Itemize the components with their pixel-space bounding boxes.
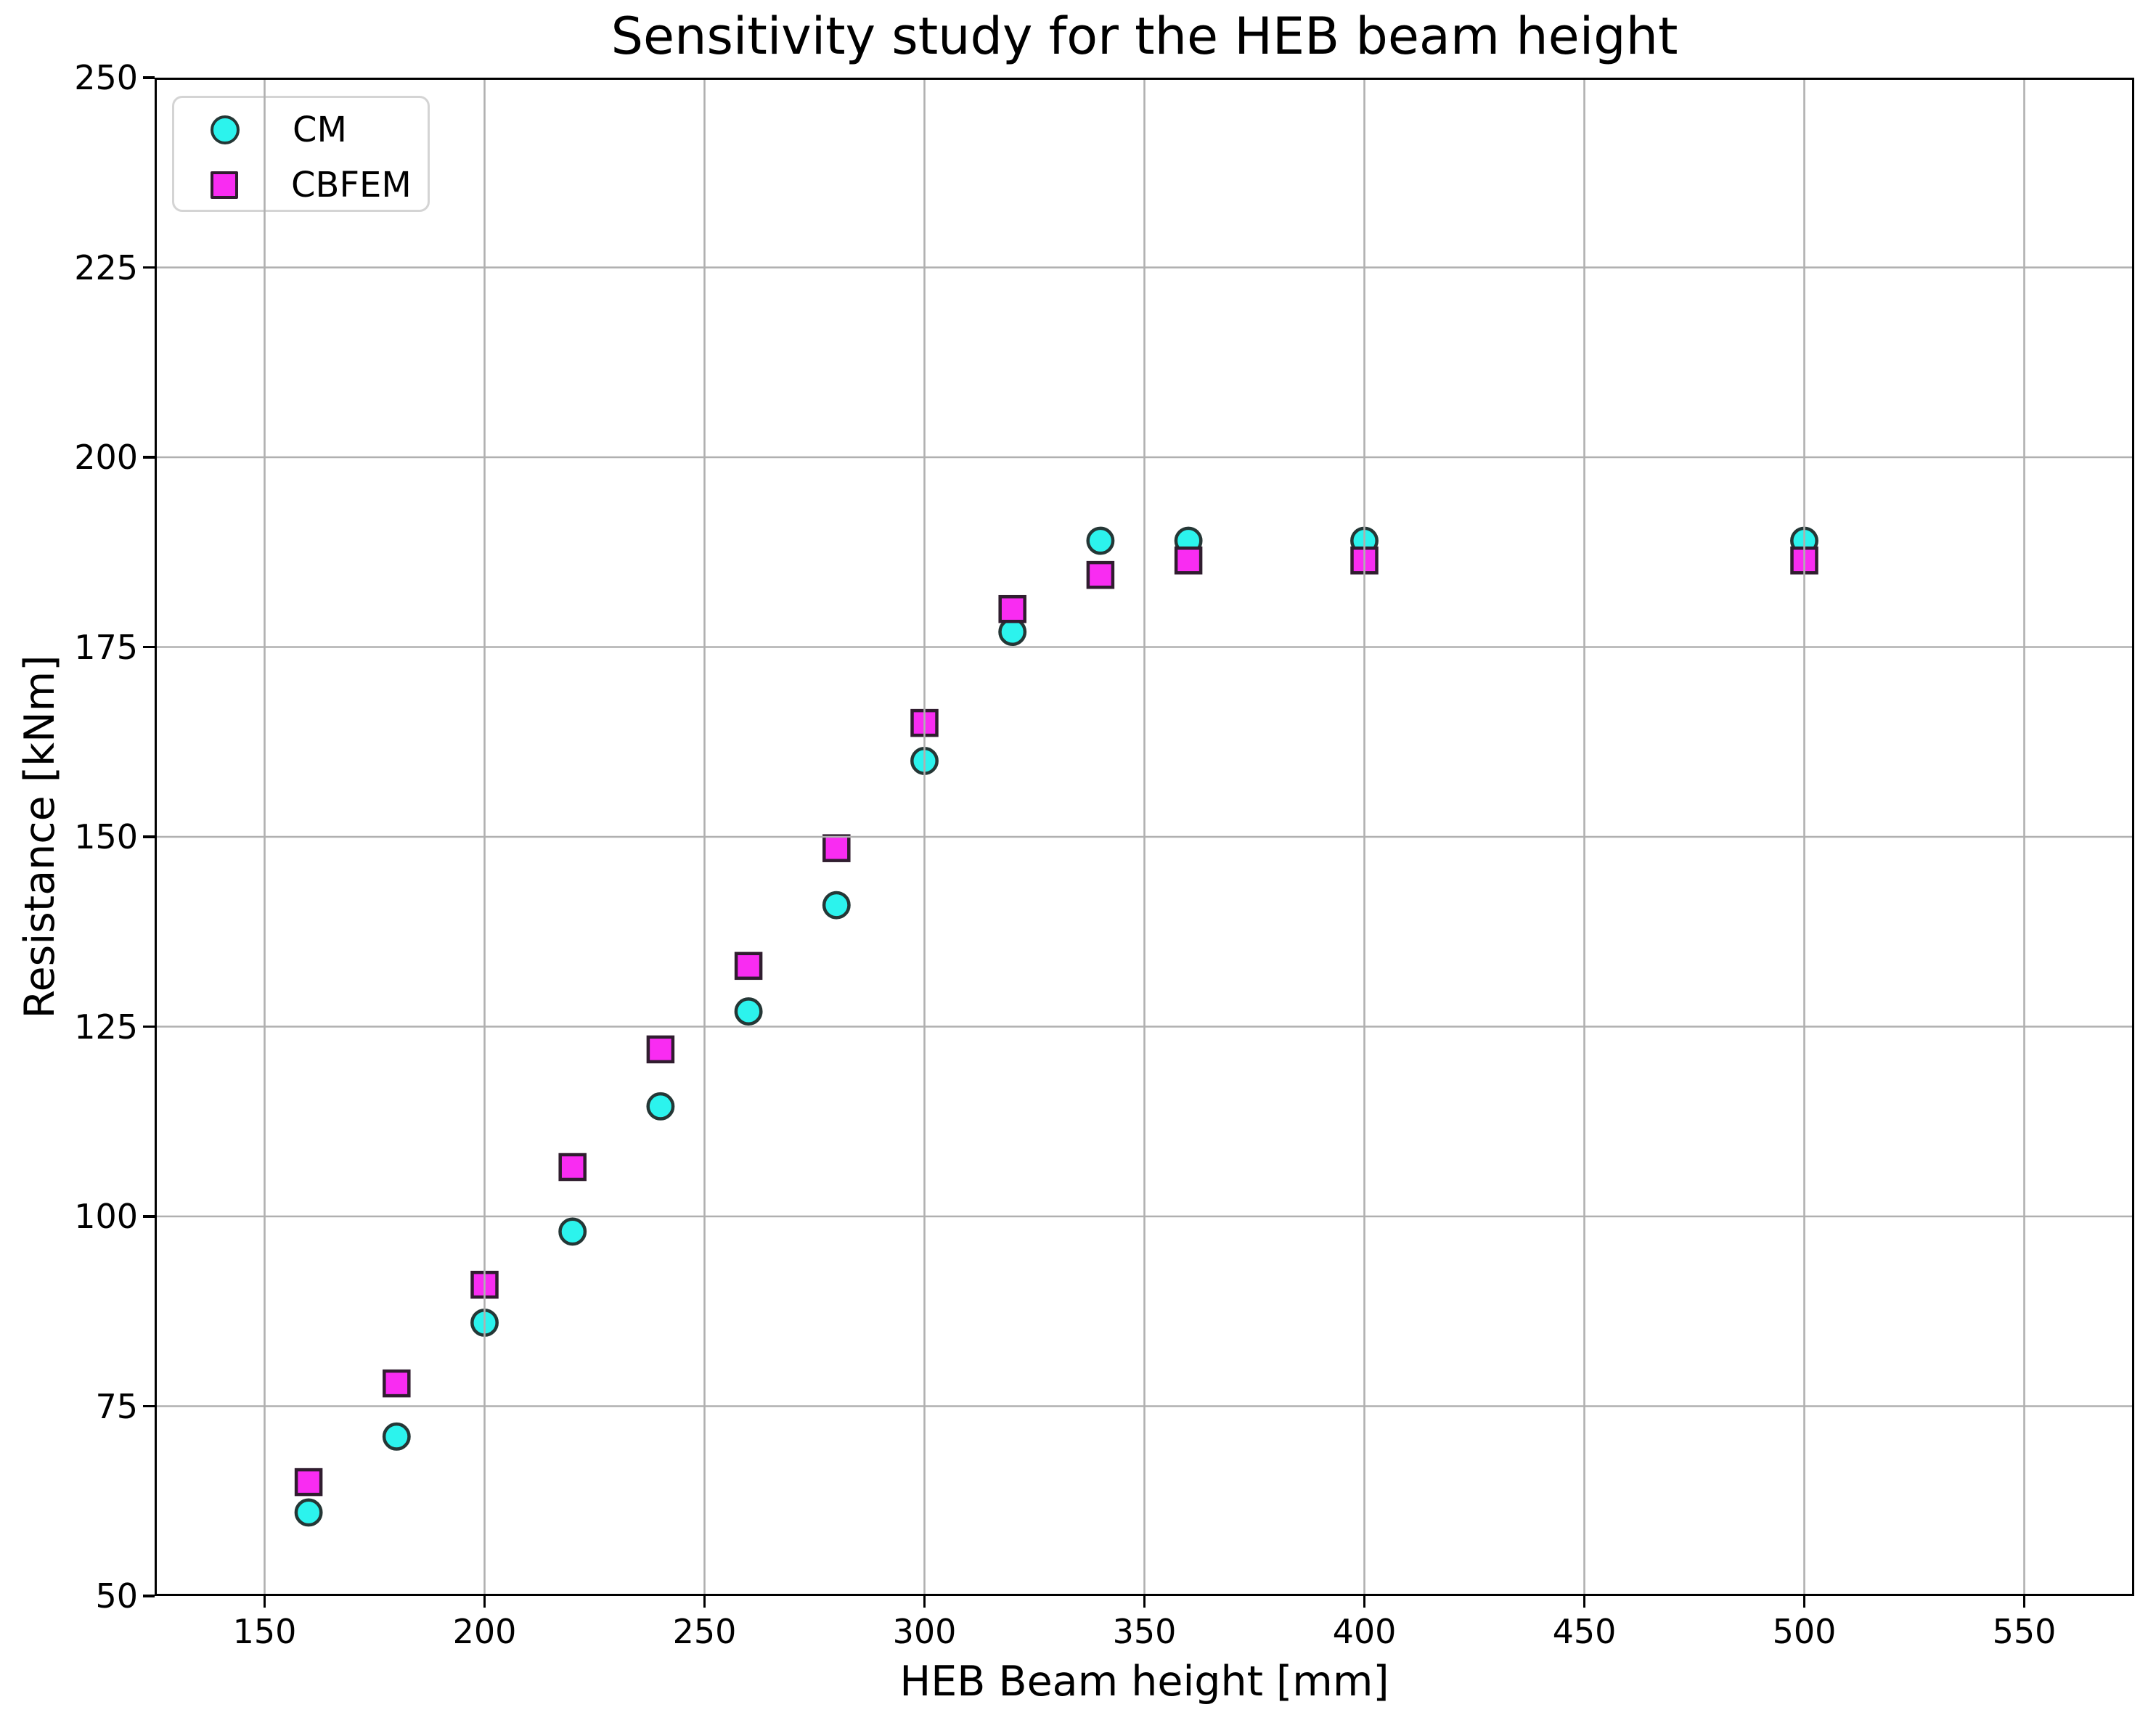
data-point-cbfem — [558, 1153, 587, 1182]
x-tick — [703, 1596, 706, 1608]
y-tick — [143, 645, 155, 649]
data-point-cm — [294, 1498, 323, 1527]
x-tick — [2022, 1596, 2026, 1608]
data-point-cm — [558, 1217, 587, 1246]
x-tick-label: 200 — [452, 1612, 517, 1651]
y-tick — [143, 456, 155, 459]
data-point-cbfem — [998, 594, 1026, 623]
x-tick-label: 150 — [232, 1612, 297, 1651]
legend-label-cm: CM — [293, 110, 347, 150]
data-point-cm — [646, 1092, 675, 1121]
x-tick-label: 350 — [1112, 1612, 1177, 1651]
data-point-cbfem — [294, 1468, 323, 1497]
y-tick — [143, 1595, 155, 1597]
y-axis-label: Resistance [kNm] — [16, 655, 64, 1019]
x-tick — [1363, 1596, 1366, 1608]
x-tick-label: 550 — [1992, 1612, 2057, 1651]
x-tick — [1143, 1596, 1146, 1608]
chart-title: Sensitivity study for the HEB beam heigh… — [611, 7, 1678, 66]
y-tick-label: 75 — [95, 1386, 138, 1426]
data-point-cbfem — [822, 834, 851, 862]
x-tick — [1802, 1596, 1806, 1608]
x-tick-label: 250 — [672, 1612, 737, 1651]
y-tick-label: 175 — [74, 627, 138, 667]
data-point-cbfem — [734, 951, 763, 981]
circle-marker-icon — [211, 115, 240, 144]
data-point-cm — [998, 618, 1027, 647]
x-tick — [923, 1596, 926, 1608]
y-tick-label: 225 — [74, 247, 138, 287]
y-tick — [143, 76, 155, 79]
legend-item-cbfem: CBFEM — [192, 165, 412, 205]
data-point-cbfem — [383, 1369, 411, 1398]
y-tick — [143, 835, 155, 838]
x-tick-label: 500 — [1772, 1612, 1837, 1651]
y-tick — [143, 1215, 155, 1218]
data-point-cbfem — [646, 1035, 675, 1064]
legend-label-cbfem: CBFEM — [291, 165, 412, 205]
y-tick-label: 200 — [74, 438, 138, 477]
y-tick-label: 150 — [74, 817, 138, 856]
data-point-cm — [382, 1422, 411, 1451]
x-tick-label: 450 — [1552, 1612, 1617, 1651]
legend: CM CBFEM — [172, 96, 430, 212]
x-tick-label: 400 — [1332, 1612, 1397, 1651]
y-tick — [143, 266, 155, 269]
data-point-cbfem — [1174, 547, 1203, 575]
data-point-cm — [734, 997, 763, 1026]
x-tick — [1583, 1596, 1586, 1608]
y-tick-label: 50 — [95, 1576, 138, 1616]
x-tick — [483, 1596, 486, 1608]
legend-item-cm: CM — [192, 112, 410, 147]
x-axis-label: HEB Beam height [mm] — [899, 1658, 1389, 1706]
data-point-cm — [1086, 526, 1115, 555]
y-tick-label: 125 — [74, 1007, 138, 1047]
y-tick — [143, 1025, 155, 1028]
y-tick-label: 100 — [74, 1197, 138, 1236]
y-tick — [143, 1404, 155, 1408]
plot-canvas — [155, 78, 2134, 1596]
plot-area: CM CBFEM — [155, 78, 2134, 1596]
x-tick-label: 300 — [892, 1612, 957, 1651]
square-marker-icon — [211, 171, 238, 199]
data-point-cm — [822, 891, 851, 920]
data-point-cbfem — [1086, 560, 1115, 589]
y-tick-label: 250 — [74, 58, 138, 97]
x-tick — [263, 1596, 266, 1608]
